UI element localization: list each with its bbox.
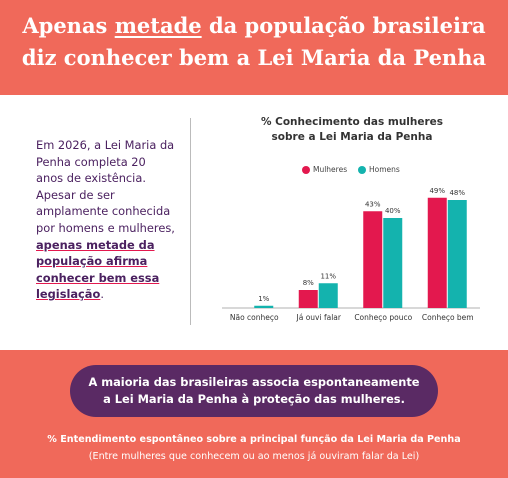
note: (Entre mulheres que conhecem ou ao menos… — [88, 451, 420, 462]
headline-part: Apenas — [22, 13, 115, 38]
legend-label: Homens — [369, 165, 400, 174]
legend-swatch — [302, 166, 310, 174]
banner: A maioria das brasileiras associa espont… — [70, 365, 438, 417]
divider — [190, 118, 191, 325]
bar — [298, 290, 318, 308]
value-label: 11% — [320, 272, 336, 280]
headline-part: da população brasileira diz conhecer bem… — [21, 13, 487, 70]
value-label: 40% — [385, 207, 401, 215]
footer: A maioria das brasileiras associa espont… — [0, 350, 508, 478]
caption: % Entendimento espontâneo sobre a princi… — [47, 434, 461, 445]
chart-title: % Conhecimento das mulheres — [261, 116, 443, 128]
headline: Apenas metade da população brasileira di… — [20, 10, 488, 74]
bar — [318, 283, 338, 308]
bar — [427, 197, 447, 308]
legend-swatch — [358, 166, 366, 174]
value-label: 43% — [365, 200, 381, 208]
bar — [447, 200, 467, 308]
bar — [383, 218, 403, 308]
bar — [254, 305, 274, 308]
value-label: 48% — [449, 189, 465, 197]
x-tick-label: Já ouvi falar — [296, 313, 342, 322]
intro-end: . — [100, 287, 104, 302]
value-label: 1% — [258, 295, 269, 303]
intro-highlight: apenas metade da população afirma conhec… — [36, 237, 160, 302]
x-tick-label: Conheço pouco — [354, 313, 412, 322]
legend-label: Mulheres — [313, 165, 347, 174]
intro-text: Em 2026, a Lei Maria da Penha completa 2… — [36, 137, 176, 303]
intro-body: Em 2026, a Lei Maria da Penha completa 2… — [36, 138, 175, 235]
x-tick-label: Não conheço — [230, 313, 279, 322]
bar — [363, 211, 383, 308]
x-tick-label: Conheço bem — [422, 313, 474, 322]
chart: % Conhecimento das mulheres sobre a Lei M… — [222, 116, 480, 322]
banner-line: a Lei Maria da Penha à proteção das mulh… — [103, 392, 405, 406]
banner-line: A maioria das brasileiras associa espont… — [88, 375, 420, 389]
headline-emphasis: metade — [114, 13, 202, 38]
value-label: 49% — [429, 187, 445, 195]
header: Apenas metade da população brasileira di… — [0, 0, 508, 95]
value-label: 8% — [303, 279, 314, 287]
chart-title: sobre a Lei Maria da Penha — [272, 131, 433, 143]
